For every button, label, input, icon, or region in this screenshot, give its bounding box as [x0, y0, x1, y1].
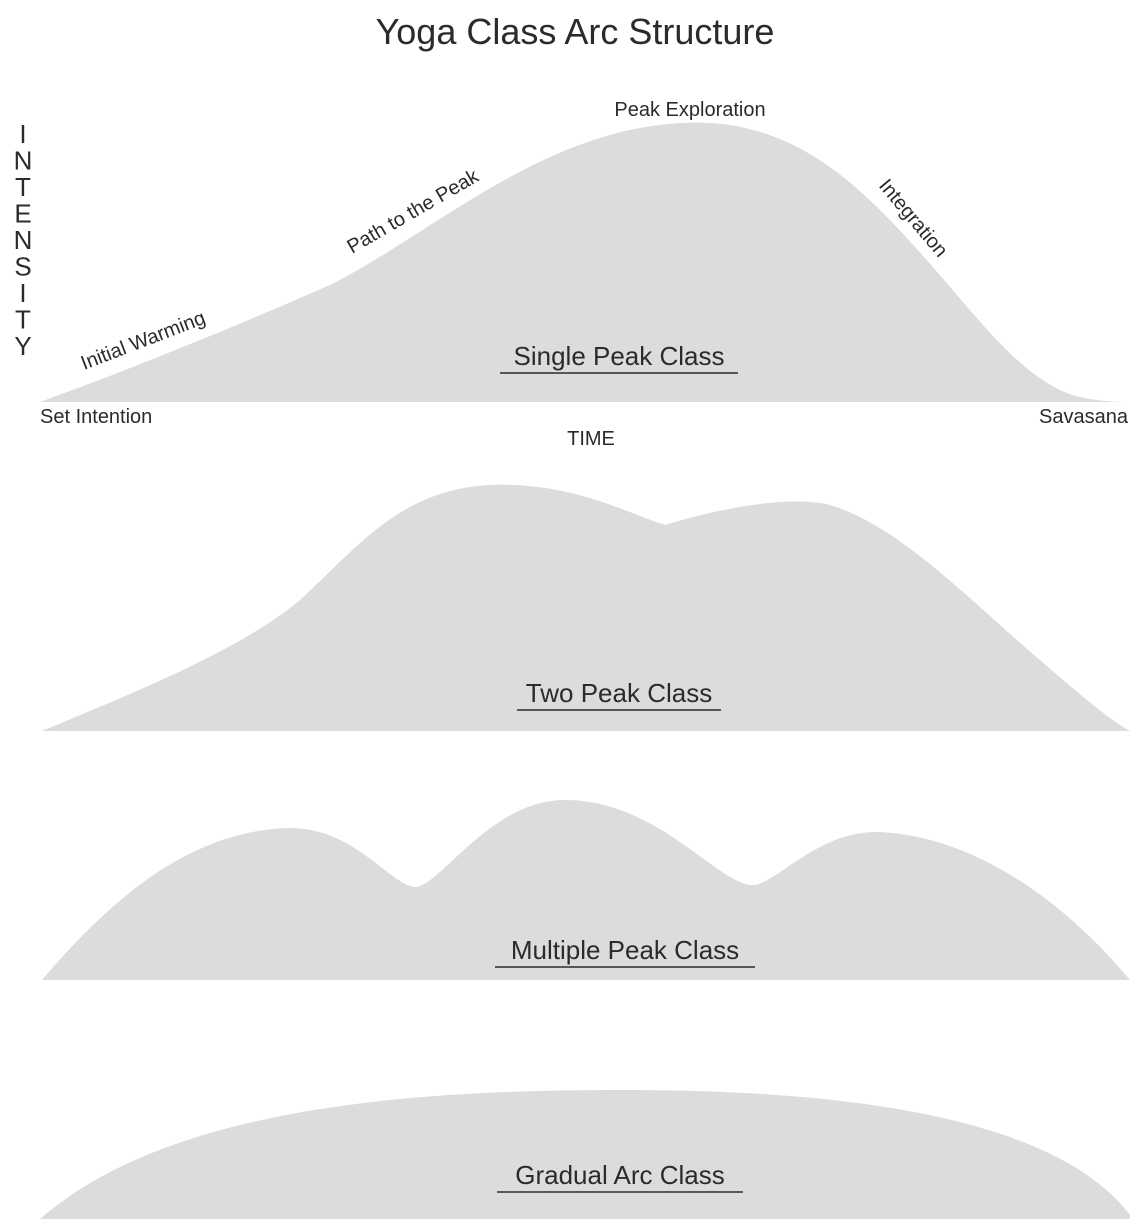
single-peak-arc [40, 122, 1130, 402]
y-axis-letter: N [14, 225, 33, 255]
y-axis-letter: T [15, 305, 31, 335]
y-axis-letter: S [14, 252, 31, 282]
class-title-multiple-peak: Multiple Peak Class [511, 935, 739, 965]
y-axis-letter: Y [14, 331, 31, 361]
y-axis-letter: I [19, 119, 26, 149]
y-axis-letter: I [19, 278, 26, 308]
class-title-gradual-arc: Gradual Arc Class [515, 1160, 725, 1190]
phase-label-end: Savasana [1039, 406, 1129, 428]
y-axis-letter: E [14, 199, 31, 229]
phase-label-start: Set Intention [40, 406, 152, 428]
diagram-title: Yoga Class Arc Structure [376, 11, 775, 52]
class-title-two-peak: Two Peak Class [526, 678, 712, 708]
x-axis-label: TIME [567, 428, 615, 450]
phase-label-peak: Peak Exploration [614, 99, 765, 121]
y-axis-letter: N [14, 146, 33, 176]
y-axis-letter: T [15, 172, 31, 202]
class-title-single-peak: Single Peak Class [514, 341, 725, 371]
gradual-arc [40, 1090, 1130, 1219]
multiple-peak-arc [42, 800, 1130, 980]
two-peak-arc [42, 484, 1130, 731]
